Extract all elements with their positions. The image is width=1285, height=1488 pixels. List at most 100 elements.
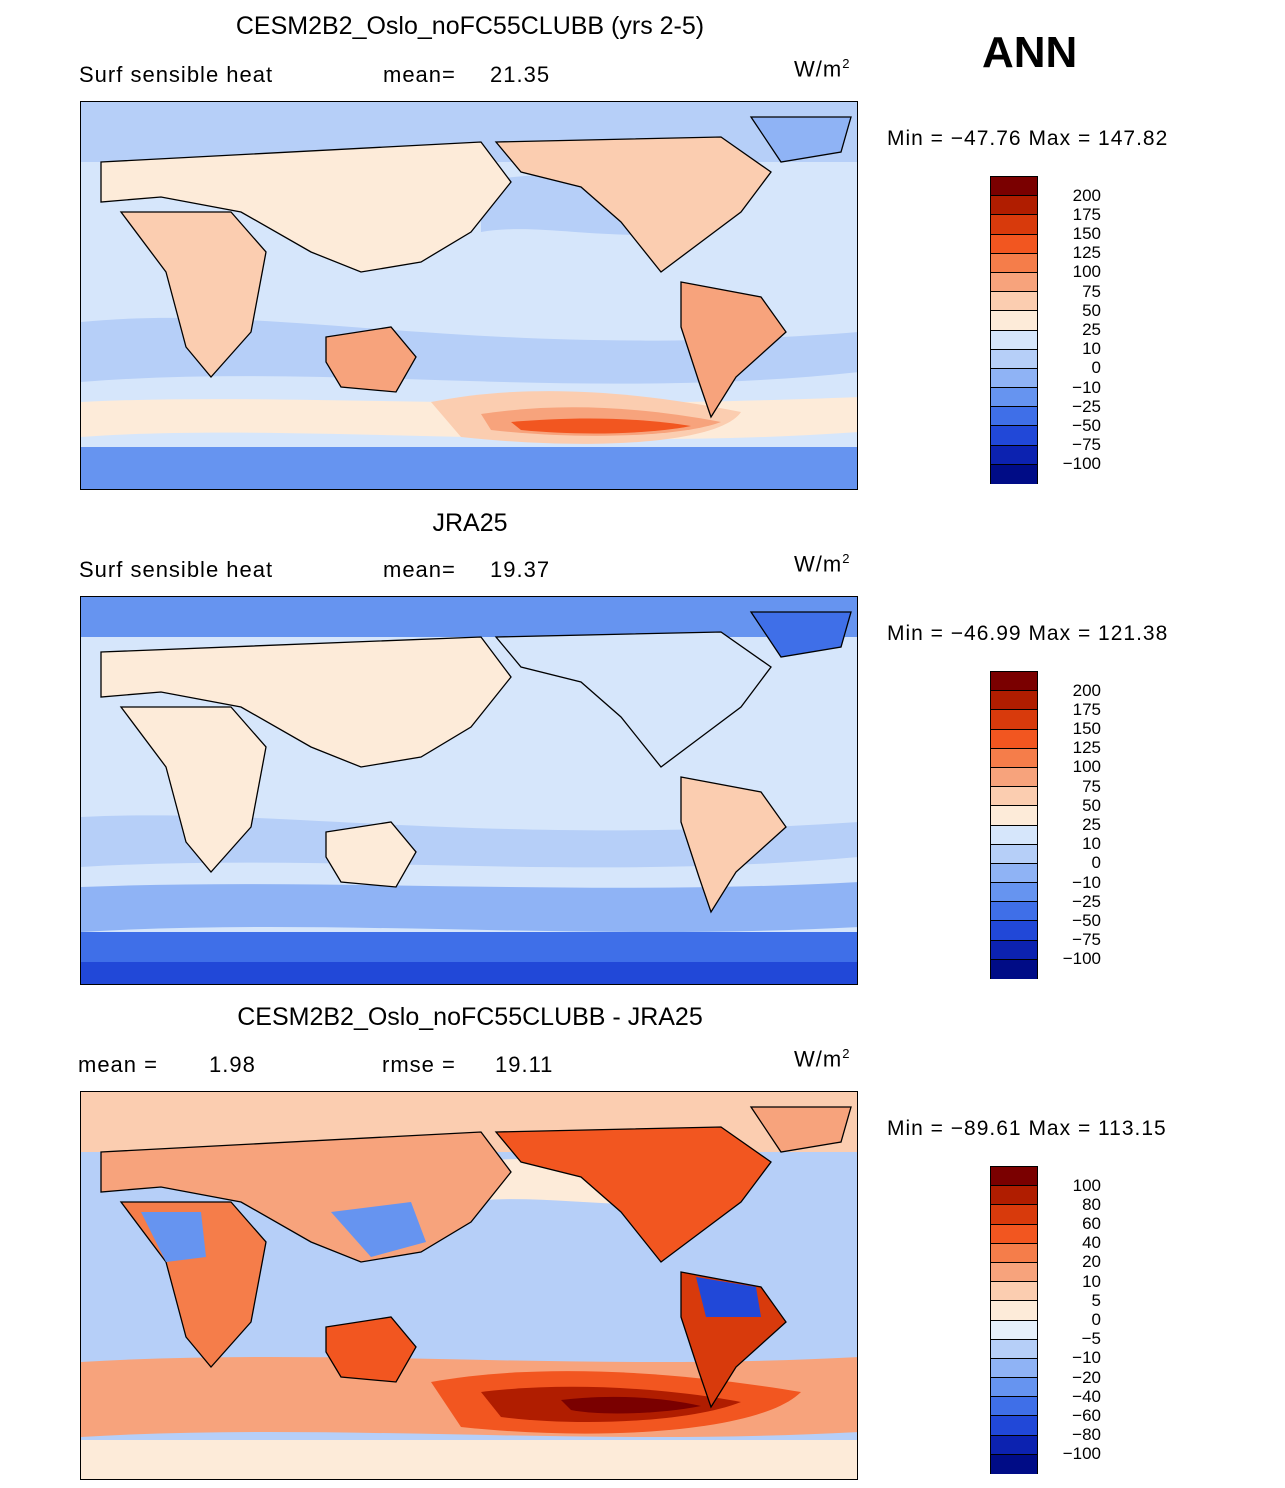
p2-cbox-2 (991, 691, 1037, 711)
p1-cbox-5 (991, 253, 1037, 273)
p2-level-3: 150 (1072, 719, 1101, 738)
p2-arctic-band (81, 597, 857, 637)
p2-level-1: 200 (1072, 681, 1101, 700)
p1-cbox-12 (991, 388, 1037, 408)
p1-cbox-16 (991, 464, 1037, 484)
p1-level-12: −25 (1072, 397, 1101, 416)
p1-eurasia (100, 141, 512, 273)
p3-level-13: −60 (1072, 1406, 1101, 1425)
p1-cbox-15 (991, 445, 1037, 465)
p1-level-5: 100 (1072, 262, 1101, 281)
p1-level-9: 10 (1082, 339, 1101, 358)
p1-level-7: 50 (1082, 301, 1101, 320)
p2-tropic-band (81, 815, 857, 868)
panel1-map (80, 101, 858, 490)
p2-level-4: 125 (1072, 738, 1101, 757)
p1-level-1: 200 (1072, 186, 1101, 205)
p2-greenland (749, 611, 852, 658)
p2-level-11: −10 (1072, 873, 1101, 892)
p2-cbox-15 (991, 940, 1037, 960)
panel1-minmax: Min = −47.76 Max = 147.82 (887, 127, 1169, 150)
p1-cbox-8 (991, 311, 1037, 331)
p3-cbox-14 (991, 1416, 1037, 1436)
p2-cbox-10 (991, 844, 1037, 864)
p2-cbox-5 (991, 748, 1037, 768)
p2-cbox-4 (991, 729, 1037, 749)
p1-level-4: 125 (1072, 243, 1101, 262)
p1-cbox-1 (991, 177, 1037, 197)
p3-cbox-9 (991, 1320, 1037, 1340)
p2-cbox-13 (991, 902, 1037, 922)
panel3-minmax: Min = −89.61 Max = 113.15 (887, 1117, 1167, 1140)
p2-south-america (680, 776, 787, 914)
p1-cbox-11 (991, 368, 1037, 389)
p3-level-6: 10 (1082, 1272, 1101, 1291)
p3-level-15: −100 (1062, 1444, 1101, 1463)
p3-level-4: 40 (1082, 1233, 1101, 1252)
p3-level-14: −80 (1072, 1425, 1101, 1444)
panel2-mean-label: mean= (383, 557, 456, 582)
p1-level-13: −50 (1072, 416, 1101, 435)
p3-level-9: −5 (1081, 1329, 1101, 1348)
p2-africa (119, 706, 267, 873)
p2-level-5: 100 (1072, 757, 1101, 776)
panel2-map (80, 596, 858, 985)
p3-level-10: −10 (1072, 1348, 1101, 1367)
p2-cbox-11 (991, 863, 1037, 884)
p3-cbox-16 (991, 1454, 1037, 1474)
p3-north-america (494, 1126, 772, 1263)
p3-southern-max (561, 1396, 701, 1414)
p1-cbox-3 (991, 215, 1037, 235)
p1-cbox-6 (991, 272, 1037, 293)
panel2-colorbar (990, 671, 1038, 979)
panel3-mean-label: mean = (78, 1052, 158, 1077)
panel3-rmse-label: rmse = (382, 1052, 456, 1077)
p2-level-13: −50 (1072, 911, 1101, 930)
p3-level-8: 0 (1091, 1310, 1101, 1329)
panel2-subtitle: Surf sensible heat (79, 557, 274, 582)
p2-level-2: 175 (1072, 700, 1101, 719)
p1-cbox-14 (991, 426, 1037, 446)
p2-cbox-12 (991, 883, 1037, 903)
panel3-rmse-value: 19.11 (495, 1052, 554, 1077)
p1-north-america (494, 136, 772, 273)
p2-cbox-14 (991, 921, 1037, 941)
p2-south-band (81, 882, 857, 932)
panel2-units: W/m2 (794, 551, 851, 577)
p2-cbox-1 (991, 672, 1037, 692)
panel3-colorbar (990, 1166, 1038, 1474)
panel1-colorbar (990, 176, 1038, 484)
panel3-title: CESM2B2_Oslo_noFC55CLUBB - JRA25 (237, 1003, 703, 1031)
p2-level-14: −75 (1072, 930, 1101, 949)
panel2-minmax: Min = −46.99 Max = 121.38 (887, 622, 1169, 645)
p3-level-3: 60 (1082, 1214, 1101, 1233)
panel2-mean-value: 19.37 (490, 557, 551, 582)
p2-cbox-8 (991, 806, 1037, 826)
p2-cbox-6 (991, 767, 1037, 788)
p1-level-8: 25 (1082, 320, 1101, 339)
p3-cbox-5 (991, 1243, 1037, 1263)
panel3-mean-value: 1.98 (209, 1052, 256, 1077)
p3-greenland (749, 1106, 852, 1153)
p3-cbox-7 (991, 1282, 1037, 1302)
p3-level-1: 100 (1072, 1176, 1101, 1195)
p3-level-7: 5 (1091, 1291, 1101, 1310)
p3-level-5: 20 (1082, 1252, 1101, 1271)
panel1-mean-label: mean= (383, 62, 456, 87)
p3-cbox-10 (991, 1339, 1037, 1359)
p1-cbox-9 (991, 330, 1037, 350)
p1-cbox-2 (991, 196, 1037, 216)
p3-cbox-3 (991, 1205, 1037, 1225)
p2-level-10: 0 (1091, 853, 1101, 872)
p1-africa (119, 211, 267, 378)
p1-australia (325, 326, 417, 393)
p2-cbox-3 (991, 710, 1037, 730)
p1-south-america (680, 281, 787, 419)
p3-level-12: −40 (1072, 1387, 1101, 1406)
p2-antarctic-inner (81, 962, 857, 984)
p1-cbox-4 (991, 234, 1037, 254)
p3-australia (325, 1316, 417, 1383)
panel1-units: W/m2 (794, 56, 851, 82)
panel3-map (80, 1091, 858, 1480)
p1-level-14: −75 (1072, 435, 1101, 454)
